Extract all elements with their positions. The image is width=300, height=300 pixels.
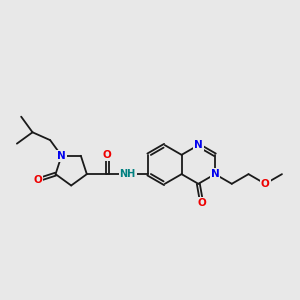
Text: O: O: [34, 175, 42, 185]
Text: N: N: [211, 169, 219, 179]
Text: NH: NH: [120, 169, 136, 179]
Text: N: N: [57, 151, 66, 161]
Text: O: O: [103, 150, 112, 160]
Text: O: O: [261, 179, 270, 189]
Text: O: O: [197, 198, 206, 208]
Text: N: N: [194, 140, 203, 150]
